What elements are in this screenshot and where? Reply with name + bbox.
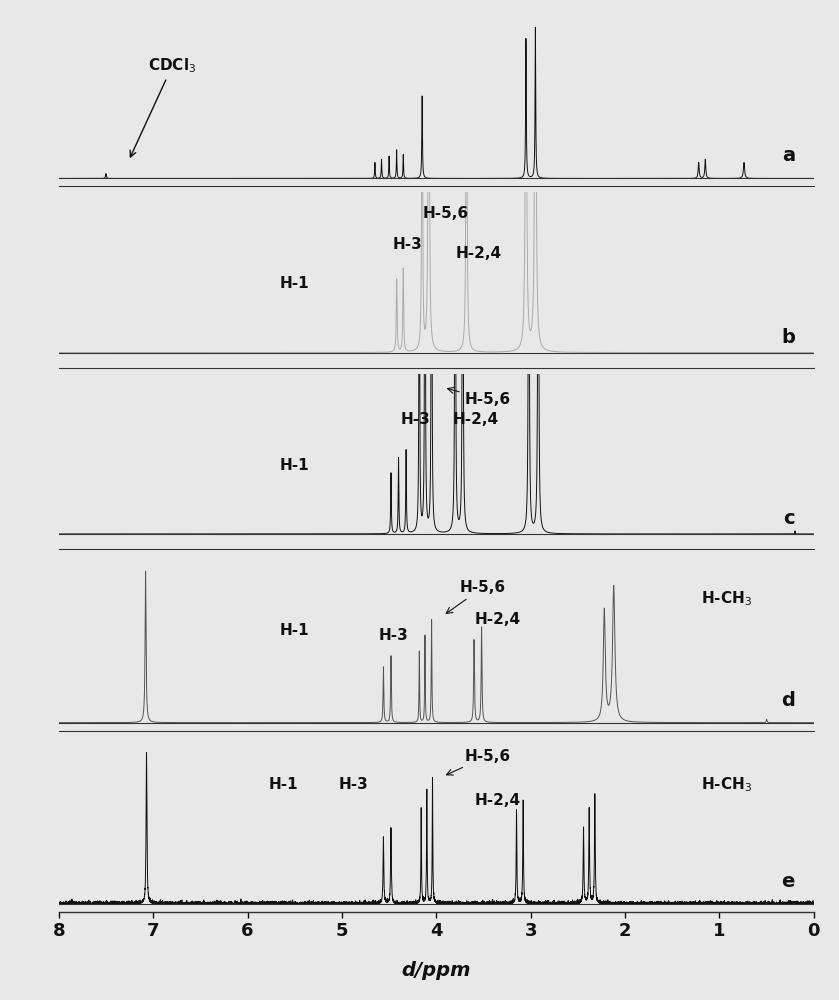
- Text: H-1: H-1: [280, 458, 310, 473]
- Text: H-5,6: H-5,6: [446, 580, 506, 613]
- Text: CDCl$_3$: CDCl$_3$: [130, 56, 196, 157]
- Text: b: b: [781, 328, 795, 347]
- Text: e: e: [782, 872, 795, 891]
- Text: d: d: [781, 691, 795, 710]
- Text: H-2,4: H-2,4: [453, 412, 499, 427]
- Text: H-1: H-1: [268, 777, 298, 792]
- Text: c: c: [784, 509, 795, 528]
- Text: H-3: H-3: [401, 412, 430, 427]
- Text: H-3: H-3: [379, 628, 409, 643]
- Text: H-CH$_3$: H-CH$_3$: [701, 775, 753, 794]
- Text: H-5,6: H-5,6: [423, 206, 469, 221]
- Text: H-3: H-3: [338, 777, 368, 792]
- Text: H-2,4: H-2,4: [475, 793, 521, 808]
- Text: H-5,6: H-5,6: [448, 387, 511, 407]
- Text: H-3: H-3: [393, 237, 423, 252]
- Text: H-2,4: H-2,4: [475, 612, 521, 627]
- Text: H-1: H-1: [280, 276, 310, 291]
- Text: H-CH$_3$: H-CH$_3$: [701, 589, 753, 608]
- Text: H-2,4: H-2,4: [456, 246, 502, 261]
- Text: H-1: H-1: [280, 623, 310, 638]
- Text: d/ppm: d/ppm: [402, 960, 471, 980]
- Text: H-5,6: H-5,6: [446, 749, 511, 775]
- Text: a: a: [782, 146, 795, 165]
